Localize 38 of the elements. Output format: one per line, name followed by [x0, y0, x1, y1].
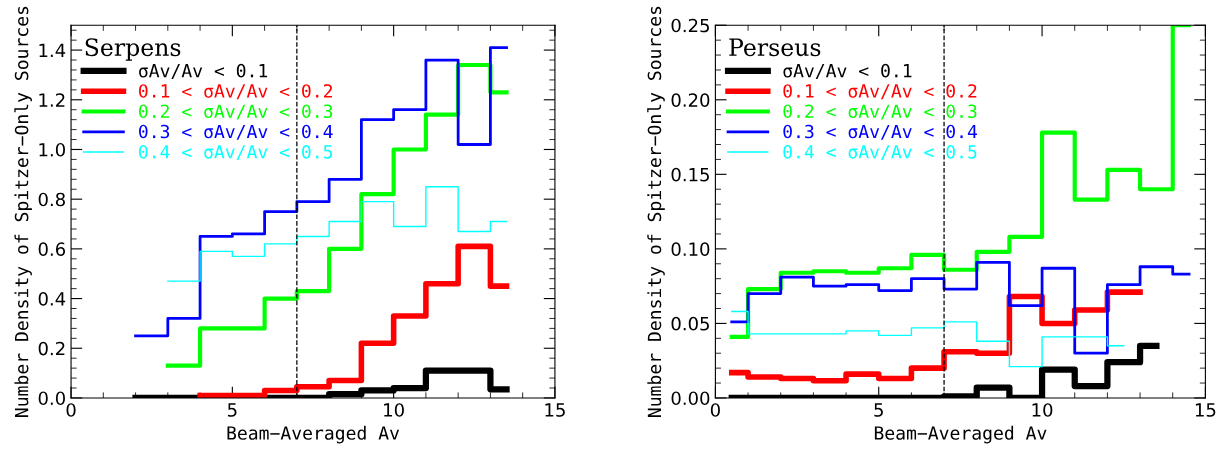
y-tick-label: 0.6	[38, 242, 66, 256]
x-tick-label: 0	[66, 403, 76, 417]
y-tick-label: 0.15	[671, 167, 709, 182]
legend-label: 0.1 < σAv/Av < 0.2	[783, 84, 977, 100]
y-tick-label: 0.00	[671, 391, 710, 406]
legend-label: 0.2 < σAv/Av < 0.3	[783, 104, 977, 120]
legend-label: 0.2 < σAv/Av < 0.3	[139, 104, 333, 120]
y-tick-label: 0.0	[38, 391, 65, 406]
y-tick-label: 0.8	[38, 192, 65, 207]
y-axis-title: Number Density of Spitzer−Only Sources	[647, 6, 665, 417]
legend-title: Perseus	[729, 38, 821, 57]
x-axis-title: Beam−Averaged Av	[874, 425, 1047, 444]
legend-label: σAv/Av < 0.1	[783, 63, 912, 79]
x-tick-label: 5	[874, 403, 883, 417]
legend-label: 0.4 < σAv/Av < 0.5	[139, 144, 333, 161]
x-tick-label: 15	[545, 403, 565, 417]
x-axis-title: Beam−Averaged Av	[227, 425, 400, 444]
x-tick-label: 15	[1195, 403, 1216, 417]
x-tick-label: 5	[227, 403, 237, 417]
legend-label: 0.4 < σAv/Av < 0.5	[783, 144, 977, 161]
y-tick-label: 1.2	[39, 93, 65, 107]
y-tick-label: 0.2	[38, 341, 65, 356]
x-tick-label: 10	[1032, 403, 1053, 417]
x-tick-label: 10	[384, 403, 404, 417]
legend-label: 0.3 < σAv/Av < 0.4	[783, 124, 978, 140]
y-tick-label: 1.0	[39, 142, 65, 157]
y-tick-label: 1.4	[39, 43, 66, 57]
legend-label: 0.3 < σAv/Av < 0.4	[139, 124, 333, 140]
y-tick-label: 0.4	[38, 292, 66, 306]
y-axis-title: Number Density of Spitzer−Only Sources	[14, 6, 32, 417]
y-tick-label: 0.25	[671, 18, 709, 33]
legend-label: σAv/Av < 0.1	[139, 63, 268, 79]
y-tick-label: 0.05	[671, 316, 709, 331]
legend-label: 0.1 < σAv/Av < 0.2	[139, 84, 332, 100]
legend-title: Serpens	[85, 38, 181, 61]
x-tick-label: 0	[710, 403, 720, 417]
y-tick-label: 0.20	[671, 93, 710, 107]
y-tick-label: 0.10	[671, 242, 710, 256]
